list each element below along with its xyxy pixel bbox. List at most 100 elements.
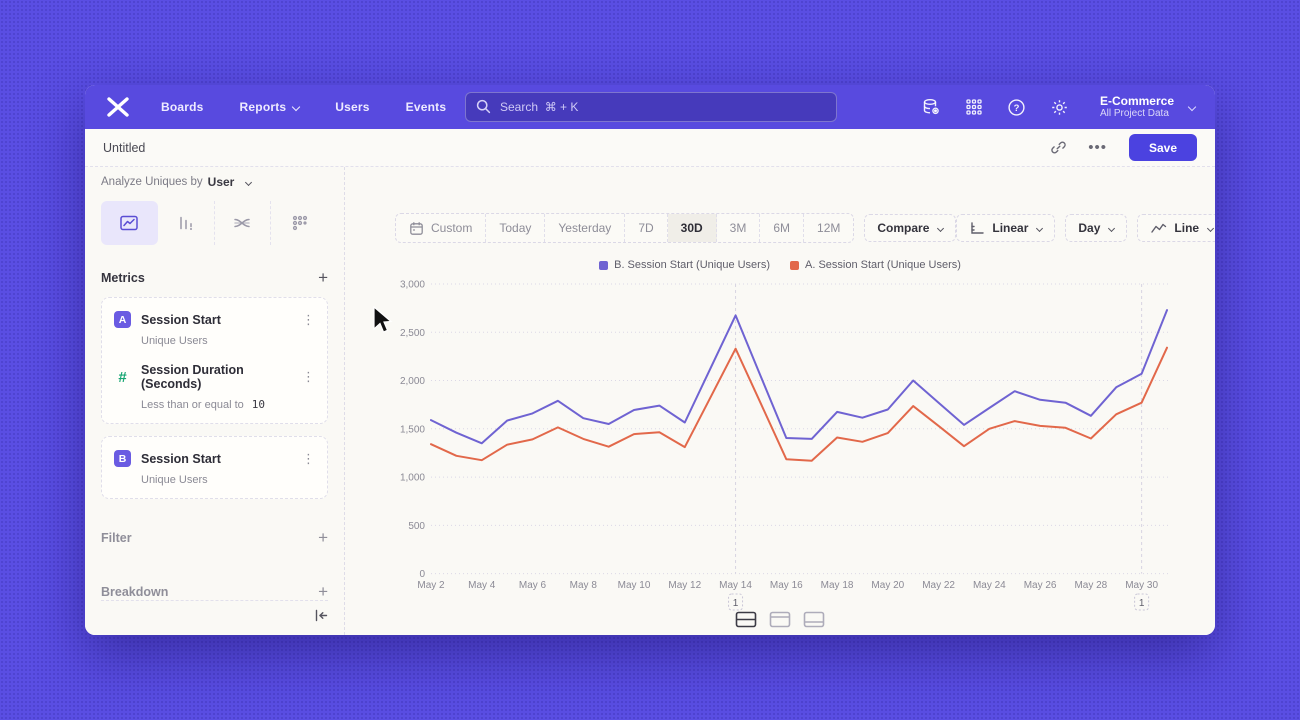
svg-text:?: ? — [1014, 103, 1020, 114]
nav-link-boards[interactable]: Boards — [161, 100, 204, 114]
chart-canvas[interactable]: 0 500 1,000 1,500 2,000 2,500 3,000 1 1 May 2 May … — [345, 278, 1215, 618]
metric-menu-icon[interactable]: ⋮ — [302, 450, 315, 466]
top-nav: Boards Reports Users Events ? E-Commerce Al… — [85, 85, 1215, 129]
svg-text:1,500: 1,500 — [400, 424, 425, 435]
metric-title: Session Start — [141, 312, 221, 327]
metric-menu-icon[interactable]: ⋮ — [302, 311, 315, 327]
metric-badge-a: A — [114, 311, 131, 328]
metric-item-a[interactable]: A Session Start ⋮ Unique Users — [114, 311, 315, 347]
apps-grid-icon[interactable] — [966, 99, 982, 115]
metric-item-b[interactable]: B Session Start ⋮ Unique Users — [114, 450, 315, 486]
svg-text:1,000: 1,000 — [400, 473, 425, 484]
svg-text:May 12: May 12 — [668, 580, 701, 591]
more-options-icon[interactable]: ••• — [1088, 138, 1107, 156]
metric-subtitle: Less than or equal to — [141, 399, 244, 411]
svg-text:May 14: May 14 — [719, 580, 752, 591]
range-today[interactable]: Today — [486, 214, 546, 242]
metric-title: Session Start — [141, 451, 221, 466]
metric-subtitle: Unique Users — [141, 335, 208, 347]
range-12m[interactable]: 12M — [817, 221, 841, 235]
range-yesterday[interactable]: Yesterday — [545, 214, 626, 242]
series-line[interactable] — [430, 309, 1168, 445]
range-7d[interactable]: 7D — [625, 214, 668, 242]
svg-text:May 2: May 2 — [417, 580, 445, 591]
tab-retention[interactable] — [271, 201, 328, 245]
filter-section-header: Filter + — [101, 528, 328, 547]
add-filter-button[interactable]: + — [318, 528, 328, 547]
range-3m[interactable]: 3M — [717, 214, 761, 242]
analyze-value: User — [207, 175, 235, 189]
add-breakdown-button[interactable]: + — [318, 582, 328, 601]
save-button[interactable]: Save — [1128, 134, 1197, 161]
share-link-icon[interactable] — [1051, 140, 1066, 155]
legend-label: B. Session Start (Unique Users) — [614, 259, 770, 271]
chevron-down-icon — [1187, 102, 1197, 112]
interval-dropdown[interactable]: Day — [1065, 214, 1128, 242]
analyze-label: Analyze Uniques by — [101, 176, 203, 188]
layout-chart-top-button[interactable] — [769, 611, 791, 628]
range-30d[interactable]: 30D — [667, 214, 717, 242]
search-input[interactable] — [465, 92, 837, 122]
compare-button[interactable]: Compare — [864, 214, 957, 242]
svg-text:May 20: May 20 — [871, 580, 904, 591]
legend-item[interactable]: A. Session Start (Unique Users) — [790, 259, 961, 271]
chart-type-dropdown[interactable]: Line — [1137, 214, 1215, 242]
mixpanel-logo-icon[interactable] — [105, 96, 131, 118]
nav-link-users[interactable]: Users — [335, 100, 370, 114]
chevron-down-icon — [1108, 224, 1116, 232]
settings-gear-icon[interactable] — [1051, 99, 1068, 116]
annotation-marker[interactable]: 1 — [728, 593, 744, 611]
project-selector[interactable]: E-Commerce All Project Data — [1099, 94, 1197, 120]
svg-text:1: 1 — [1139, 598, 1145, 609]
collapse-sidebar-icon[interactable] — [314, 609, 328, 627]
svg-text:May 28: May 28 — [1074, 580, 1107, 591]
add-metric-button[interactable]: + — [318, 268, 328, 287]
nav-link-events[interactable]: Events — [405, 100, 447, 114]
chart-legend: B. Session Start (Unique Users) A. Sessio… — [345, 259, 1215, 271]
report-title[interactable]: Untitled — [103, 140, 146, 155]
metric-subtitle-value[interactable]: 10 — [251, 398, 265, 411]
nav-right: ? E-Commerce All Project Data — [922, 94, 1197, 120]
filter-title: Filter — [101, 531, 132, 545]
data-management-icon[interactable] — [922, 98, 940, 116]
tab-insights[interactable] — [101, 201, 158, 245]
annotation-marker[interactable]: 1 — [1134, 593, 1150, 611]
help-icon[interactable]: ? — [1008, 98, 1025, 116]
project-scope: All Project Data — [1099, 108, 1169, 119]
layout-toggles — [735, 611, 825, 628]
series-line[interactable] — [430, 346, 1168, 462]
nav-link-reports[interactable]: Reports — [240, 100, 301, 114]
app-window: Boards Reports Users Events ? E-Commerce Al… — [85, 85, 1215, 635]
chevron-down-icon — [1036, 224, 1044, 232]
sidebar-footer — [101, 600, 328, 627]
range-custom[interactable]: Custom — [396, 214, 487, 242]
chevron-down-icon — [937, 224, 945, 232]
svg-text:May 26: May 26 — [1024, 580, 1057, 591]
query-sidebar: Analyze Uniques by User Metri — [85, 167, 345, 635]
range-6m[interactable]: 6M — [760, 214, 805, 242]
layout-split-button[interactable] — [735, 611, 757, 628]
tab-flows[interactable] — [215, 201, 272, 245]
svg-text:2,000: 2,000 — [400, 376, 425, 387]
legend-label: A. Session Start (Unique Users) — [805, 259, 961, 271]
project-name: E-Commerce — [1099, 94, 1174, 108]
legend-item[interactable]: B. Session Start (Unique Users) — [599, 259, 770, 271]
metric-badge-b: B — [114, 450, 131, 467]
analyze-uniques-dropdown[interactable]: Analyze Uniques by User — [101, 175, 328, 189]
metric-card-group-2: B Session Start ⋮ Unique Users — [101, 436, 328, 499]
metric-item-duration[interactable]: # Session Duration (Seconds) ⋮ Less than… — [114, 363, 315, 411]
chevron-down-icon — [292, 102, 301, 112]
layout-table-bottom-button[interactable] — [803, 611, 825, 628]
tab-funnels[interactable] — [158, 201, 215, 245]
metric-title: Session Duration (Seconds) — [141, 363, 244, 391]
nav-links: Boards Reports Users Events — [161, 100, 446, 114]
metric-menu-icon[interactable]: ⋮ — [302, 369, 315, 384]
scale-dropdown[interactable]: Linear — [956, 214, 1056, 242]
chart-controls: Custom Today Yesterday 7D 30D 3M 6M 12M Compare… — [395, 213, 1215, 243]
svg-text:0: 0 — [419, 569, 425, 580]
metrics-section-header: Metrics + — [101, 268, 328, 287]
metrics-title: Metrics — [101, 271, 145, 285]
svg-text:2,500: 2,500 — [400, 328, 425, 339]
metric-card-group-1: A Session Start ⋮ Unique Users # Session… — [101, 297, 328, 424]
insights-line-chart-icon — [120, 215, 138, 231]
